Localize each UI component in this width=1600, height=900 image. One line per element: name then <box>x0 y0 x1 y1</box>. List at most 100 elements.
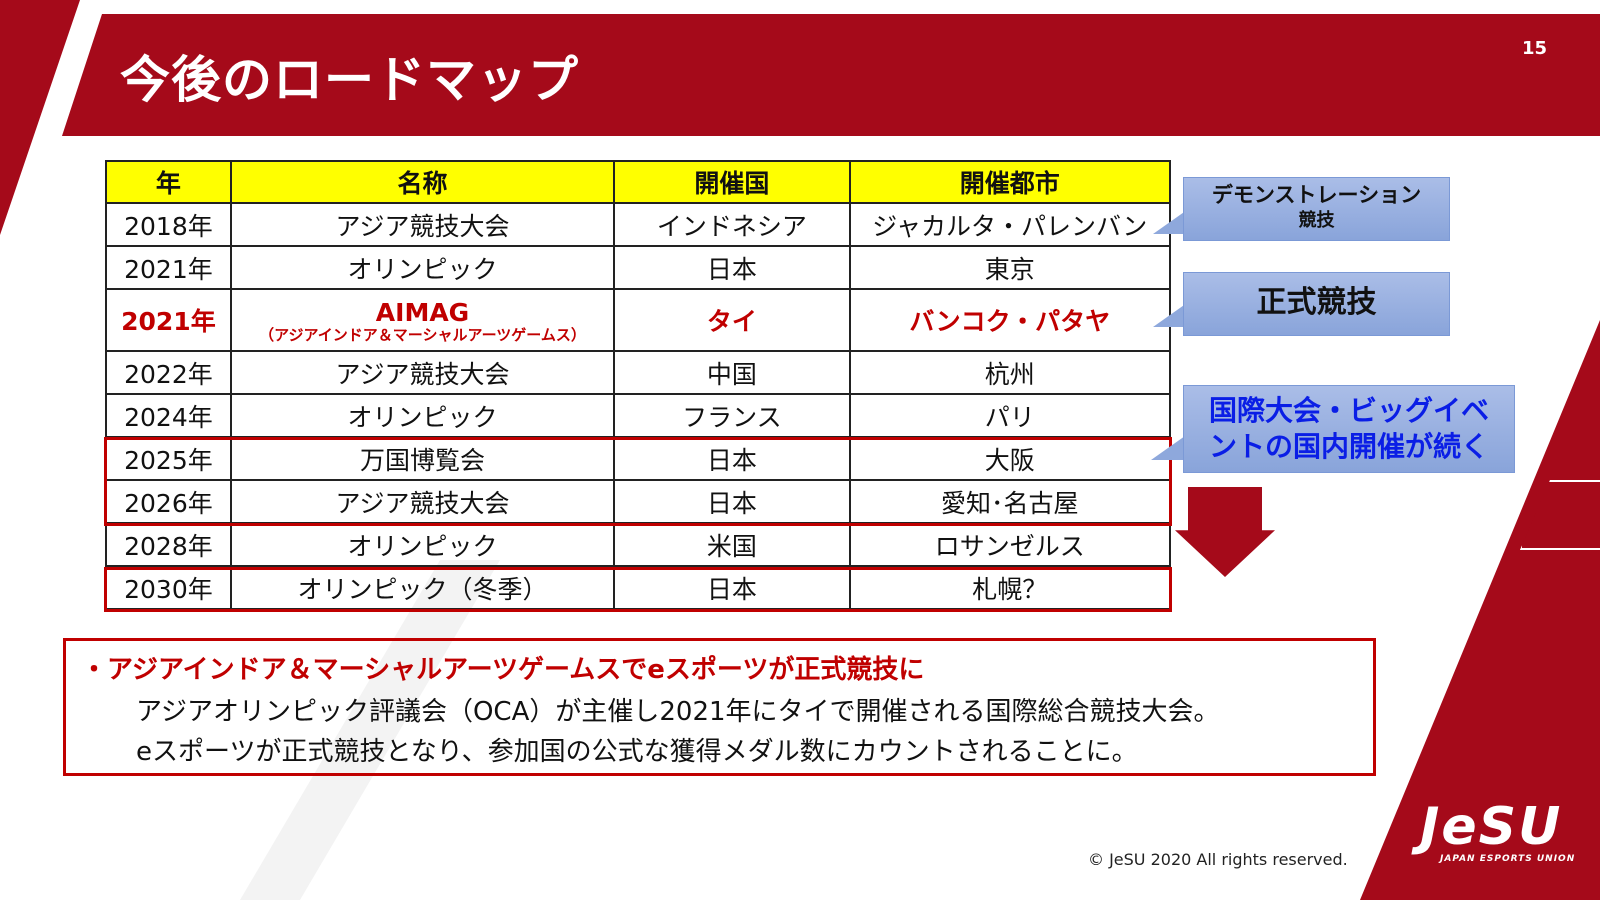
header-year: 年 <box>105 160 232 204</box>
year-text: 2022年 <box>124 359 213 389</box>
cell-country: 日本 <box>613 436 851 481</box>
country-text: インドネシア <box>656 211 807 241</box>
country-text: フランス <box>682 402 782 432</box>
cell-name: アジア競技大会 <box>229 202 616 247</box>
callout-text: 国際大会・ビッグイベ <box>1208 394 1489 427</box>
callout-text: ントの国内開催が続く <box>1208 430 1489 463</box>
cell-city: 札幌？ <box>848 565 1172 610</box>
year-text: 2028年 <box>124 531 213 561</box>
cell-country: 日本 <box>613 245 851 290</box>
cell-year: 2018年 <box>105 202 232 247</box>
cell-country: フランス <box>613 393 851 438</box>
country-text: タイ <box>706 307 757 336</box>
country-text: 日本 <box>706 254 757 284</box>
city-text: 愛知･名古屋 <box>941 488 1079 518</box>
year-text: 2021年 <box>121 307 216 336</box>
cell-city: ジャカルタ・パレンバン <box>848 202 1172 247</box>
copyright: © JeSU 2020 All rights reserved. <box>1088 850 1348 869</box>
cell-city: 杭州 <box>848 350 1172 395</box>
roadmap-table: 年 名称 開催国 開催都市 2018年 アジア競技大会 インドネシア ジャカルタ・パレ… <box>105 160 1172 610</box>
table-row: 2025年 万国博覧会 日本 大阪 <box>105 436 1172 481</box>
cell-country: 日本 <box>613 565 851 610</box>
name-text: オリンピック <box>347 531 498 561</box>
table-header: 年 名称 開催国 開催都市 <box>105 160 1172 204</box>
name-text: アジア競技大会 <box>335 211 510 241</box>
year-text: 2021年 <box>124 254 213 284</box>
cell-year: 2021年 <box>105 245 232 290</box>
country-text: 日本 <box>706 445 757 475</box>
cell-country: 米国 <box>613 522 851 567</box>
cell-country: 中国 <box>613 350 851 395</box>
cell-name: AIMAG （アジアインドア＆マーシャルアーツゲームス） <box>229 288 616 352</box>
city-text: 杭州 <box>984 359 1035 389</box>
callout-official: 正式競技 <box>1183 272 1450 336</box>
name-subtitle: （アジアインドア＆マーシャルアーツゲームス） <box>259 325 586 344</box>
cell-year: 2028年 <box>105 522 232 567</box>
cell-name: オリンピック <box>229 522 616 567</box>
name-text: アジア競技大会 <box>335 359 510 389</box>
cell-name: アジア競技大会 <box>229 350 616 395</box>
cell-city: 東京 <box>848 245 1172 290</box>
name-text: AIMAG <box>375 297 470 327</box>
note-line-1: アジアオリンピック評議会（OCA）が主催し2021年にタイで開催される国際総合競… <box>136 697 1220 727</box>
cell-year: 2021年 <box>105 288 232 352</box>
cell-name: 万国博覧会 <box>229 436 616 481</box>
cell-city: 大阪 <box>848 436 1172 481</box>
callout-domestic-events: 国際大会・ビッグイベ ントの国内開催が続く <box>1183 385 1515 473</box>
table-row: 2024年 オリンピック フランス パリ <box>105 393 1172 438</box>
cell-name: オリンピック <box>229 245 616 290</box>
city-text: パリ <box>984 402 1035 432</box>
name-text: 万国博覧会 <box>359 445 485 475</box>
cell-city: ロサンゼルス <box>848 522 1172 567</box>
cell-country: 日本 <box>613 479 851 524</box>
header-name: 名称 <box>229 160 616 204</box>
table-row: 2021年 AIMAG （アジアインドア＆マーシャルアーツゲームス） タイ バンコク・パ… <box>105 288 1172 352</box>
header-country: 開催国 <box>613 160 851 204</box>
cell-country: タイ <box>613 288 851 352</box>
cell-city: バンコク・パタヤ <box>848 288 1172 352</box>
cell-year: 2026年 <box>105 479 232 524</box>
country-text: 中国 <box>706 359 757 389</box>
city-text: 大阪 <box>984 445 1035 475</box>
cell-name: オリンピック（冬季） <box>229 565 616 610</box>
name-text: オリンピック <box>347 254 498 284</box>
cell-country: インドネシア <box>613 202 851 247</box>
callout-text: デモンストレーション <box>1211 183 1422 207</box>
note-box: ・アジアインドア＆マーシャルアーツゲームスでeスポーツが正式競技に アジアオリン… <box>63 638 1376 776</box>
slide-title: 今後のロードマップ <box>120 51 579 109</box>
city-text: ロサンゼルス <box>934 531 1085 561</box>
city-text: バンコク・パタヤ <box>909 307 1111 336</box>
cell-year: 2022年 <box>105 350 232 395</box>
page-number: 15 <box>1522 38 1548 59</box>
table-row: 2021年 オリンピック 日本 東京 <box>105 245 1172 290</box>
city-text: 東京 <box>984 254 1035 284</box>
note-line-2: eスポーツが正式競技となり、参加国の公式な獲得メダル数にカウントされることに。 <box>136 737 1138 767</box>
callout-demonstration: デモンストレーション 競技 <box>1183 177 1450 241</box>
year-text: 2026年 <box>124 488 213 518</box>
table-row: 2030年 オリンピック（冬季） 日本 札幌？ <box>105 565 1172 610</box>
year-text: 2030年 <box>124 574 213 604</box>
name-text: オリンピック <box>347 402 498 432</box>
cell-city: 愛知･名古屋 <box>848 479 1172 524</box>
callout-text: 正式競技 <box>1256 285 1377 320</box>
cell-name: オリンピック <box>229 393 616 438</box>
name-text: オリンピック（冬季） <box>297 574 548 604</box>
down-arrow-icon <box>1175 487 1275 577</box>
city-text: 札幌？ <box>972 574 1048 604</box>
country-text: 米国 <box>706 531 757 561</box>
table-row: 2018年 アジア競技大会 インドネシア ジャカルタ・パレンバン <box>105 202 1172 247</box>
table-row: 2026年 アジア競技大会 日本 愛知･名古屋 <box>105 479 1172 524</box>
year-text: 2018年 <box>124 211 213 241</box>
cell-year: 2025年 <box>105 436 232 481</box>
country-text: 日本 <box>706 574 757 604</box>
city-text: ジャカルタ・パレンバン <box>872 211 1148 241</box>
name-text: アジア競技大会 <box>335 488 510 518</box>
cell-year: 2030年 <box>105 565 232 610</box>
table-row: 2028年 オリンピック 米国 ロサンゼルス <box>105 522 1172 567</box>
header-city: 開催都市 <box>848 160 1172 204</box>
year-text: 2025年 <box>124 445 213 475</box>
country-text: 日本 <box>706 488 757 518</box>
note-heading: ・アジアインドア＆マーシャルアーツゲームスでeスポーツが正式競技に <box>81 655 925 685</box>
jesu-logo: JeSU JAPAN ESPORTS UNION <box>1420 797 1576 864</box>
callout-text: 競技 <box>1298 210 1335 231</box>
